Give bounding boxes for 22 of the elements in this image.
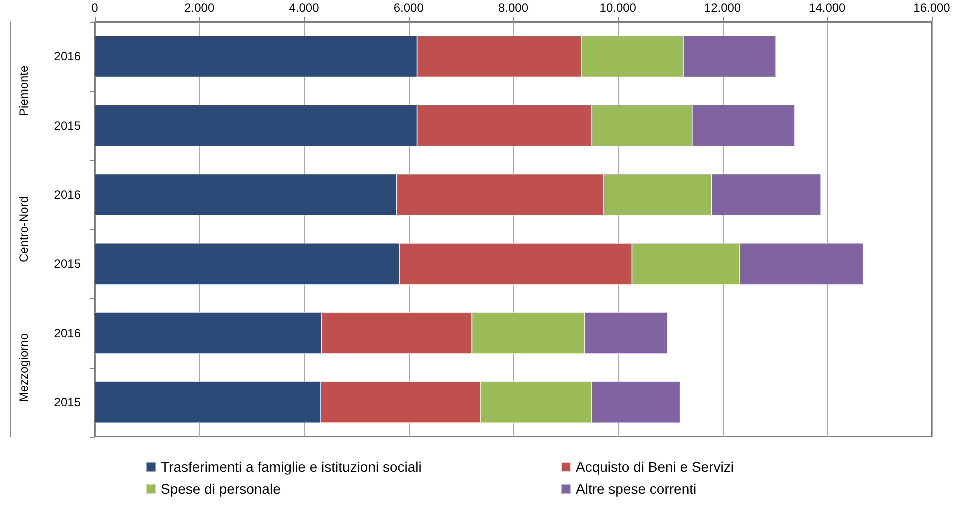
y-tick-label: 2016 [54,326,82,340]
text: Piemonte [17,65,31,117]
text: Centro-Nord [17,196,31,263]
y-tick-label: 2015 [54,257,82,272]
x-tick-label: 2.000 [184,1,215,15]
x-tick-label: 14.000 [809,1,846,15]
legend-label: Acquisto di Beni e Servizi [576,459,734,475]
x-tick-label: 8.000 [498,1,529,15]
y-tick-label: 2016 [54,188,82,202]
x-tick-label: 0 [92,1,99,15]
y-tick-label: 2015 [54,118,82,133]
x-tick-label: 10.000 [600,1,637,15]
x-tick-label: 12.000 [704,1,742,15]
x-tick-label: 16.000 [914,1,951,15]
x-tick-label: 6.000 [394,1,424,15]
y-tick-label: 2016 [54,50,82,64]
y-tick-label: 2015 [54,395,82,410]
legend-label: Trasferimenti a famiglie e istituzioni sociali [161,459,422,475]
legend-label: Altre spese correnti [576,481,697,497]
legend-label: Spese di personale [161,481,282,497]
text: Mezzogiorno [17,333,31,402]
x-tick-label: 4.000 [289,1,320,15]
